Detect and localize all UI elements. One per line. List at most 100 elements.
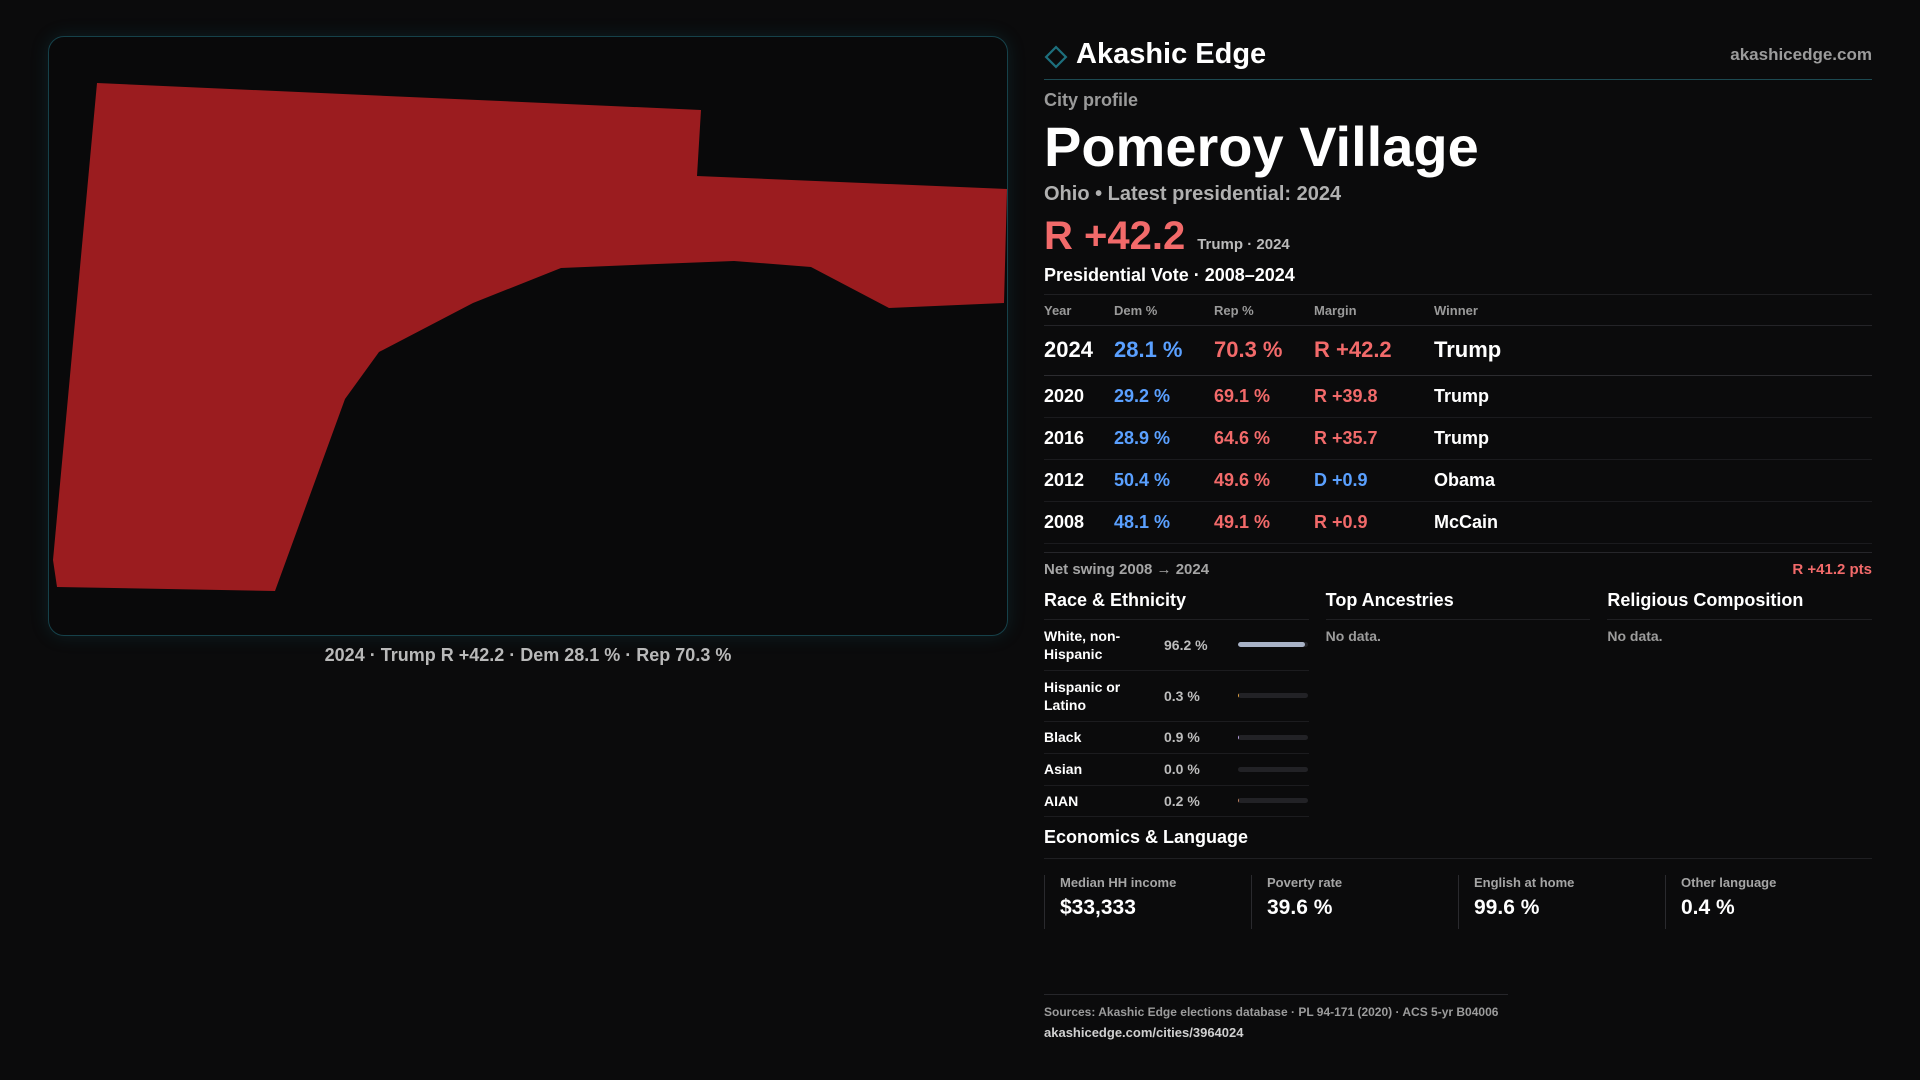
- row-rep: 69.1 %: [1214, 375, 1314, 418]
- page-url-link[interactable]: akashicedge.com/cities/3964024: [1044, 1025, 1244, 1040]
- stat-poverty-rate: Poverty rate 39.6 %: [1251, 874, 1458, 929]
- stat-label: English at home: [1474, 874, 1575, 890]
- row-dem: 29.2 %: [1114, 375, 1214, 418]
- race-pct: 0.0 %: [1164, 761, 1200, 778]
- city-boundary-shape: [53, 83, 1007, 591]
- race-name: Asian: [1044, 761, 1083, 778]
- col-margin: Margin: [1314, 295, 1434, 326]
- row-rep: 70.3 %: [1214, 325, 1314, 376]
- row-year: 2012: [1044, 459, 1114, 502]
- race-pct: 96.2 %: [1164, 636, 1208, 653]
- page-kicker: City profile: [1044, 90, 1139, 110]
- ancestries-panel: Top Ancestries No data.: [1325, 590, 1591, 817]
- net-swing-label: Net swing 2008 → 2024: [1044, 560, 1210, 578]
- stat-label: Median HH income: [1060, 874, 1177, 890]
- ancestries-empty: No data.: [1325, 627, 1381, 644]
- net-swing: Net swing 2008 → 2024 R +41.2 pts: [1044, 551, 1872, 578]
- brand[interactable]: Akashic Edge: [1044, 38, 1266, 71]
- race-name: Black: [1044, 729, 1082, 746]
- stat-english-at-home: English at home 99.6 %: [1458, 874, 1665, 929]
- demographics-section: Race & Ethnicity White, non-Hispanic 96.…: [1044, 590, 1873, 817]
- vote-section-title: Presidential Vote · 2008–2024: [1044, 265, 1872, 296]
- city-map: [48, 36, 1008, 636]
- stat-label: Other language: [1681, 874, 1777, 890]
- table-row: 2012 50.4 % 49.6 % D +0.9 Obama: [1044, 459, 1872, 502]
- stat-label: Poverty rate: [1267, 874, 1343, 890]
- list-item: Asian 0.0 %: [1044, 754, 1309, 786]
- stat-value: $33,333: [1060, 895, 1136, 919]
- sources-note: Sources: Akashic Edge elections database…: [1044, 1005, 1499, 1019]
- row-dem: 28.9 %: [1114, 417, 1214, 460]
- race-bar: [1238, 766, 1308, 772]
- row-margin: R +42.2: [1314, 325, 1434, 376]
- latest-margin-note: Trump · 2024: [1197, 236, 1290, 254]
- row-winner: Trump: [1434, 325, 1872, 376]
- col-dem: Dem %: [1114, 295, 1214, 326]
- race-pct: 0.3 %: [1164, 687, 1200, 704]
- row-year: 2008: [1044, 501, 1114, 544]
- race-bar: [1238, 642, 1308, 648]
- race-bar: [1238, 798, 1308, 804]
- economics-title: Economics & Language: [1044, 827, 1872, 859]
- ancestries-title: Top Ancestries: [1325, 590, 1591, 620]
- stat-other-language: Other language 0.4 %: [1665, 874, 1872, 929]
- site-url-link[interactable]: akashicedge.com: [1730, 44, 1872, 64]
- row-winner: Trump: [1434, 417, 1872, 460]
- row-year: 2016: [1044, 417, 1114, 460]
- stat-value: 99.6 %: [1474, 895, 1540, 919]
- row-year: 2024: [1044, 325, 1114, 376]
- row-winner: Trump: [1434, 375, 1872, 418]
- race-name: White, non-Hispanic: [1044, 627, 1121, 662]
- row-winner: McCain: [1434, 501, 1872, 544]
- net-swing-value: R +41.2 pts: [1792, 560, 1872, 578]
- row-dem: 50.4 %: [1114, 459, 1214, 502]
- list-item: Black 0.9 %: [1044, 722, 1309, 754]
- race-bar-fill: [1238, 798, 1240, 804]
- stat-median-income: Median HH income $33,333: [1044, 874, 1251, 929]
- race-bar-fill: [1238, 734, 1240, 740]
- table-row: 2020 29.2 % 69.1 % R +39.8 Trump: [1044, 375, 1872, 418]
- profile-panel: Akashic Edge akashicedge.com City profil…: [1044, 30, 1873, 929]
- race-title: Race & Ethnicity: [1044, 590, 1309, 620]
- race-bar: [1238, 734, 1308, 740]
- row-margin: R +39.8: [1314, 375, 1434, 418]
- col-winner: Winner: [1434, 295, 1872, 326]
- brand-name: Akashic Edge: [1076, 38, 1267, 70]
- row-rep: 64.6 %: [1214, 417, 1314, 460]
- row-margin: R +35.7: [1314, 417, 1434, 460]
- race-name: AIAN: [1044, 792, 1079, 809]
- row-dem: 48.1 %: [1114, 501, 1214, 544]
- row-winner: Obama: [1434, 459, 1872, 502]
- race-bar: [1238, 693, 1308, 699]
- race-bar-fill: [1238, 693, 1240, 699]
- row-margin: D +0.9: [1314, 459, 1434, 502]
- diamond-icon: [1044, 45, 1068, 69]
- race-bar-fill: [1238, 642, 1306, 648]
- row-rep: 49.1 %: [1214, 501, 1314, 544]
- footer: Sources: Akashic Edge elections database…: [1044, 994, 1508, 1040]
- religion-panel: Religious Composition No data.: [1607, 590, 1873, 817]
- table-row: 2008 48.1 % 49.1 % R +0.9 McCain: [1044, 501, 1872, 544]
- vote-table: Year Dem % Rep % Margin Winner 2024 28.1…: [1044, 295, 1872, 544]
- row-dem: 28.1 %: [1114, 325, 1214, 376]
- race-name: Hispanic or Latino: [1044, 678, 1121, 713]
- col-year: Year: [1044, 295, 1114, 326]
- race-ethnicity-panel: Race & Ethnicity White, non-Hispanic 96.…: [1044, 590, 1309, 817]
- list-item: Hispanic or Latino 0.3 %: [1044, 671, 1309, 722]
- list-item: White, non-Hispanic 96.2 %: [1044, 620, 1309, 671]
- vote-table-header: Year Dem % Rep % Margin Winner: [1044, 295, 1872, 326]
- religion-title: Religious Composition: [1607, 590, 1873, 620]
- religion-empty: No data.: [1607, 627, 1663, 644]
- race-pct: 0.9 %: [1164, 729, 1200, 746]
- race-pct: 0.2 %: [1164, 792, 1200, 809]
- economics-grid: Median HH income $33,333 Poverty rate 39…: [1044, 874, 1872, 929]
- list-item: AIAN 0.2 %: [1044, 786, 1309, 817]
- city-boundary-map: [53, 83, 1007, 591]
- row-rep: 49.6 %: [1214, 459, 1314, 502]
- table-row: 2024 28.1 % 70.3 % R +42.2 Trump: [1044, 325, 1872, 376]
- stat-value: 39.6 %: [1267, 895, 1333, 919]
- row-margin: R +0.9: [1314, 501, 1434, 544]
- latest-margin: R +42.2 Trump · 2024: [1044, 214, 1872, 259]
- row-year: 2020: [1044, 375, 1114, 418]
- table-row: 2016 28.9 % 64.6 % R +35.7 Trump: [1044, 417, 1872, 460]
